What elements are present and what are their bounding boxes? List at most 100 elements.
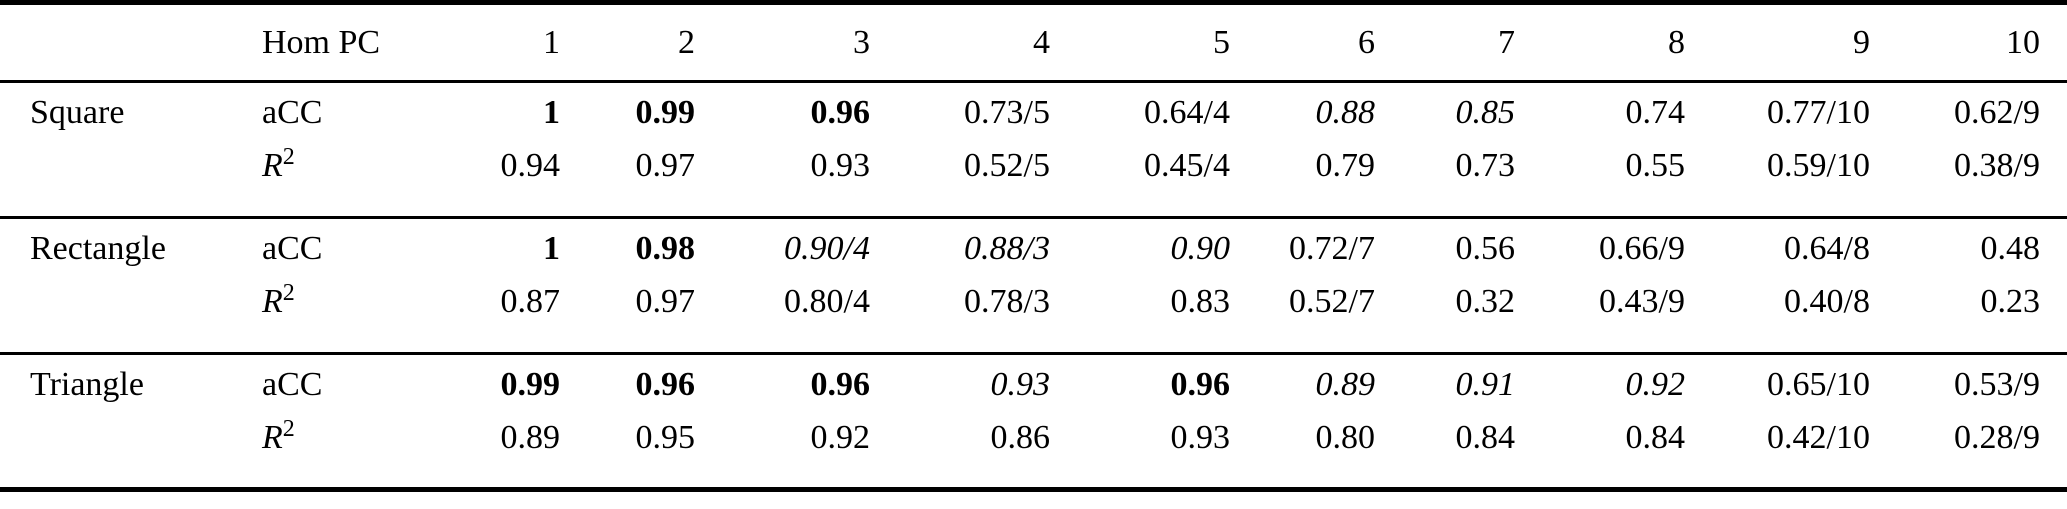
pc-header-3: 3 xyxy=(853,23,870,61)
value-cell: 0.96 xyxy=(1170,366,1231,404)
value-cell: 0.74 xyxy=(1625,94,1686,132)
value-cell: 0.83 xyxy=(1170,282,1231,320)
value-cell: 0.99 xyxy=(635,94,696,132)
row-rectangle-r2: R2 0.87 0.97 0.80/4 0.78/3 0.83 0.52/7 0.32 0.43… xyxy=(0,280,2067,354)
pc-header-4: 4 xyxy=(1033,23,1050,61)
value-cell: 0.32 xyxy=(1455,282,1516,320)
corner-cell xyxy=(0,3,240,82)
value-cell: 0.40/8 xyxy=(1784,282,1870,320)
value-cell: 0.52/5 xyxy=(964,146,1050,184)
r2-base: R xyxy=(262,418,283,456)
row-label-spacer xyxy=(0,280,240,354)
value-cell: 0.77/10 xyxy=(1767,94,1870,132)
value-cell: 0.43/9 xyxy=(1599,282,1685,320)
value-cell: 0.85 xyxy=(1455,94,1516,132)
value-cell: 1 xyxy=(543,230,560,268)
value-cell: 0.90/4 xyxy=(784,230,870,268)
row-label: Square xyxy=(30,94,125,132)
value-cell: 0.89 xyxy=(500,418,561,456)
pc-header-8: 8 xyxy=(1668,23,1685,61)
value-cell: 0.73/5 xyxy=(964,94,1050,132)
value-cell: 0.55 xyxy=(1625,146,1686,184)
pc-header-1: 1 xyxy=(543,23,560,61)
value-cell: 0.88/3 xyxy=(964,230,1050,268)
value-cell: 0.90 xyxy=(1170,230,1231,268)
metric-label-r2: R2 xyxy=(240,416,430,490)
value-cell: 0.89 xyxy=(1315,366,1376,404)
row-label-spacer xyxy=(0,144,240,218)
group-square: Square aCC 1 0.99 0.96 0.73/5 0.64/4 0.88 0.85 0.… xyxy=(0,82,2067,218)
metric-label-r2: R2 xyxy=(240,144,430,218)
value-cell: 0.88 xyxy=(1315,94,1376,132)
value-cell: 0.72/7 xyxy=(1289,230,1375,268)
row-triangle-acc: Triangle aCC 0.99 0.96 0.96 0.93 0.96 0.89 0.91 0… xyxy=(0,354,2067,416)
value-cell: 0.65/10 xyxy=(1767,366,1870,404)
pc-header-5: 5 xyxy=(1213,23,1230,61)
value-cell: 1 xyxy=(543,94,560,132)
value-cell: 0.56 xyxy=(1455,230,1516,268)
value-cell: 0.84 xyxy=(1455,418,1516,456)
row-label: Rectangle xyxy=(30,230,166,268)
value-cell: 0.80/4 xyxy=(784,282,870,320)
metric-label-r2: R2 xyxy=(240,280,430,354)
value-cell: 0.23 xyxy=(1980,282,2041,320)
pc-header-6: 6 xyxy=(1358,23,1375,61)
value-cell: 0.93 xyxy=(1170,418,1231,456)
header-row: Hom PC 1 2 3 4 5 6 7 8 9 10 xyxy=(0,3,2067,82)
metric-label-acc: aCC xyxy=(262,230,323,268)
r2-superscript: 2 xyxy=(282,279,295,306)
value-cell: 0.59/10 xyxy=(1767,146,1870,184)
value-cell: 0.80 xyxy=(1315,418,1376,456)
value-cell: 0.97 xyxy=(635,282,696,320)
value-cell: 0.66/9 xyxy=(1599,230,1685,268)
pc-header-10: 10 xyxy=(2006,23,2040,61)
value-cell: 0.64/4 xyxy=(1144,94,1230,132)
row-label: Triangle xyxy=(30,366,144,404)
value-cell: 0.52/7 xyxy=(1289,282,1375,320)
value-cell: 0.92 xyxy=(1625,366,1686,404)
value-cell: 0.78/3 xyxy=(964,282,1050,320)
pc-header-9: 9 xyxy=(1853,23,1870,61)
r2-superscript: 2 xyxy=(282,143,295,170)
value-cell: 0.93 xyxy=(990,366,1051,404)
value-cell: 0.96 xyxy=(635,366,696,404)
value-cell: 0.96 xyxy=(810,94,871,132)
value-cell: 0.99 xyxy=(500,366,561,404)
value-cell: 0.95 xyxy=(635,418,696,456)
value-cell: 0.94 xyxy=(500,146,561,184)
results-table: Hom PC 1 2 3 4 5 6 7 8 9 10 Square aCC 1 0.99 0.96 0.7… xyxy=(0,0,2067,490)
value-cell: 0.93 xyxy=(810,146,871,184)
value-cell: 0.28/9 xyxy=(1954,418,2040,456)
value-cell: 0.92 xyxy=(810,418,871,456)
table-header: Hom PC 1 2 3 4 5 6 7 8 9 10 xyxy=(0,3,2067,82)
value-cell: 0.86 xyxy=(990,418,1051,456)
r2-base: R xyxy=(262,146,283,184)
r2-superscript: 2 xyxy=(282,415,295,442)
value-cell: 0.45/4 xyxy=(1144,146,1230,184)
group-rectangle: Rectangle aCC 1 0.98 0.90/4 0.88/3 0.90 0.72/7 0… xyxy=(0,218,2067,354)
value-cell: 0.97 xyxy=(635,146,696,184)
value-cell: 0.38/9 xyxy=(1954,146,2040,184)
value-cell: 0.84 xyxy=(1625,418,1686,456)
value-cell: 0.91 xyxy=(1455,366,1516,404)
pc-header-7: 7 xyxy=(1498,23,1515,61)
row-triangle-r2: R2 0.89 0.95 0.92 0.86 0.93 0.80 0.84 0.84 0.42/1… xyxy=(0,416,2067,490)
value-cell: 0.73 xyxy=(1455,146,1516,184)
row-label-spacer xyxy=(0,416,240,490)
row-rectangle-acc: Rectangle aCC 1 0.98 0.90/4 0.88/3 0.90 0.72/7 0… xyxy=(0,218,2067,280)
value-cell: 0.48 xyxy=(1980,230,2041,268)
metric-label-acc: aCC xyxy=(262,366,323,404)
value-cell: 0.64/8 xyxy=(1784,230,1870,268)
value-cell: 0.98 xyxy=(635,230,696,268)
value-cell: 0.96 xyxy=(810,366,871,404)
value-cell: 0.87 xyxy=(500,282,561,320)
value-cell: 0.42/10 xyxy=(1767,418,1870,456)
hom-pc-header: Hom PC xyxy=(262,23,381,61)
row-square-r2: R2 0.94 0.97 0.93 0.52/5 0.45/4 0.79 0.73 0.55 0.… xyxy=(0,144,2067,218)
pc-header-2: 2 xyxy=(678,23,695,61)
value-cell: 0.53/9 xyxy=(1954,366,2040,404)
metric-label-acc: aCC xyxy=(262,94,323,132)
group-triangle: Triangle aCC 0.99 0.96 0.96 0.93 0.96 0.89 0.91 0… xyxy=(0,354,2067,490)
value-cell: 0.79 xyxy=(1315,146,1376,184)
